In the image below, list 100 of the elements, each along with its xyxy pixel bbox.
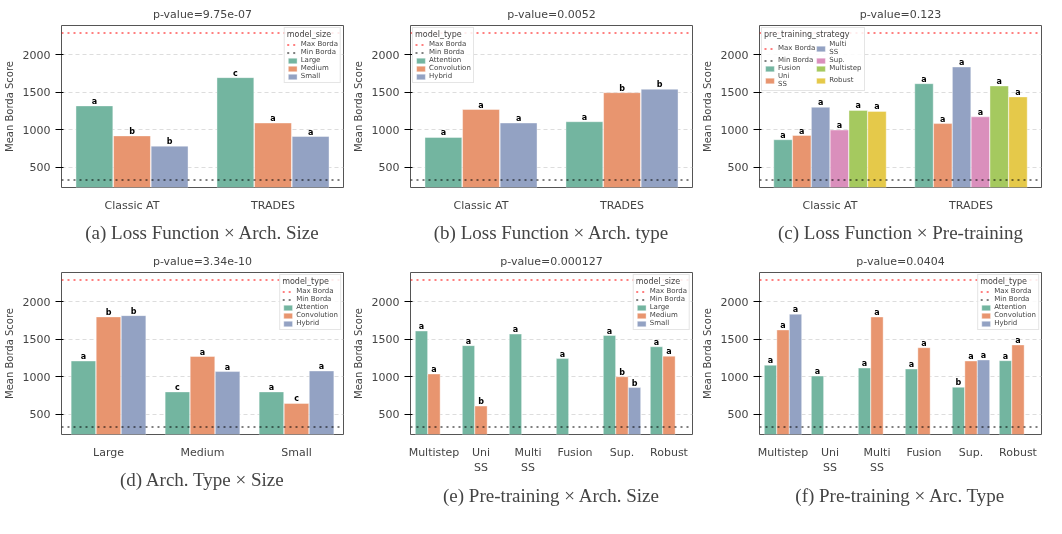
x-tick-label: TRADES <box>250 198 295 212</box>
legend-title: model_type <box>282 277 330 286</box>
y-axis-title: Mean Borda Score <box>3 307 15 399</box>
x-tick-label: Classic AT <box>453 198 509 212</box>
y-axis-title: Mean Borda Score <box>352 307 364 399</box>
data-label: b <box>619 367 626 377</box>
data-label: a <box>478 100 484 110</box>
chart-title: p-value=0.000127 <box>500 254 603 268</box>
chart-title: p-value=0.0404 <box>856 254 945 268</box>
x-tick-label: Classic AT <box>104 198 160 212</box>
data-label: b <box>955 378 962 388</box>
y-tick-label: 2000 <box>371 48 400 62</box>
data-label: a <box>817 98 824 108</box>
x-tick-label: Uni SS <box>820 445 840 475</box>
data-label: b <box>656 80 663 90</box>
x-tick-label: Fusion <box>906 445 942 459</box>
y-tick-label: 1500 <box>371 333 400 347</box>
x-tick-label: Sup. <box>609 445 635 459</box>
data-label: a <box>767 356 774 366</box>
legend-title: pre_training_strategy <box>764 30 851 39</box>
data-label: a <box>921 338 927 348</box>
y-tick-label: 1500 <box>22 333 51 347</box>
data-label: a <box>799 126 805 136</box>
data-label: a <box>996 76 1002 86</box>
y-tick-label: 2000 <box>371 295 400 309</box>
data-label: a <box>1015 335 1021 345</box>
chart-title: p-value=3.34e-10 <box>152 254 253 268</box>
data-label: b <box>478 397 485 407</box>
data-label: a <box>874 102 880 112</box>
x-tick-label: Classic AT <box>802 198 858 212</box>
y-tick-label: 1000 <box>22 370 51 384</box>
data-label: a <box>307 127 314 137</box>
text: (d) Arch. Type × Size <box>119 468 284 491</box>
x-tick-label: Multi SS <box>863 445 891 475</box>
text: (b) Loss Function × Arch. type <box>433 221 669 244</box>
y-axis-title: Mean Borda Score <box>3 60 15 152</box>
chart-title: p-value=9.75e-07 <box>152 7 253 21</box>
y-tick-label: 500 <box>378 161 400 175</box>
data-label: a <box>792 305 799 315</box>
x-tick-label: Uni SS <box>471 445 491 475</box>
text: (c) Loss Function × Pre-training <box>778 221 1024 244</box>
data-label: a <box>512 325 519 335</box>
x-tick-label: Multistep <box>757 445 809 459</box>
legend-title: model_size <box>635 277 682 286</box>
y-tick-label: 500 <box>727 161 749 175</box>
y-tick-label: 2000 <box>720 48 749 62</box>
text: (a) Loss Function × Arch. Size <box>85 221 319 244</box>
y-axis-title: Mean Borda Score <box>352 60 364 152</box>
data-label: a <box>1015 87 1021 97</box>
x-tick-label: Robust <box>999 445 1038 459</box>
y-tick-label: 1500 <box>371 86 400 100</box>
data-label: a <box>606 326 613 336</box>
data-label: a <box>318 361 325 371</box>
data-label: a <box>814 367 821 377</box>
chart-title: p-value=0.0052 <box>507 7 596 21</box>
x-tick-label: Small <box>281 445 312 459</box>
y-tick-label: 500 <box>378 408 400 422</box>
data-label: a <box>977 107 984 117</box>
chart-title: p-value=0.123 <box>859 7 942 21</box>
data-label: a <box>91 96 98 106</box>
y-tick-label: 1500 <box>720 333 749 347</box>
data-label: a <box>465 336 472 346</box>
x-tick-label: Sup. <box>958 445 984 459</box>
data-label: c <box>175 382 181 392</box>
text: (e) Pre-training × Arch. Size <box>443 484 659 507</box>
data-label: a <box>1002 351 1009 361</box>
y-tick-label: 2000 <box>720 295 749 309</box>
y-tick-label: 2000 <box>22 295 51 309</box>
y-axis-title: Mean Borda Score <box>701 307 713 399</box>
data-label: b <box>130 306 137 316</box>
data-label: b <box>166 137 173 147</box>
y-tick-label: 1500 <box>720 86 749 100</box>
y-tick-label: 1000 <box>22 123 51 137</box>
data-label: a <box>515 114 522 123</box>
text: (f) Pre-training × Arc. Type <box>795 484 1005 507</box>
x-tick-label: TRADES <box>948 198 993 212</box>
data-label: a <box>780 130 786 140</box>
data-label: b <box>129 126 136 136</box>
legend-title: model_size <box>286 30 333 39</box>
y-tick-label: 1500 <box>22 86 51 100</box>
data-label: a <box>270 114 276 123</box>
data-label: a <box>921 74 927 84</box>
data-label: a <box>431 364 437 374</box>
data-label: a <box>874 307 880 317</box>
x-tick-label: Robust <box>650 445 689 459</box>
data-label: a <box>653 337 660 347</box>
data-label: a <box>418 322 425 331</box>
data-label: a <box>855 101 861 111</box>
data-label: a <box>940 114 946 124</box>
x-tick-label: Multistep <box>408 445 460 459</box>
data-label: a <box>199 347 206 357</box>
data-label: b <box>105 307 112 317</box>
data-label: a <box>780 320 786 330</box>
data-label: a <box>268 382 275 392</box>
legend-title: model_type <box>980 277 1028 286</box>
legend-title: model_type <box>415 30 463 39</box>
y-axis-title: Mean Borda Score <box>701 60 713 152</box>
data-label: a <box>224 362 231 372</box>
data-label: b <box>631 378 638 388</box>
data-label: a <box>968 352 974 361</box>
